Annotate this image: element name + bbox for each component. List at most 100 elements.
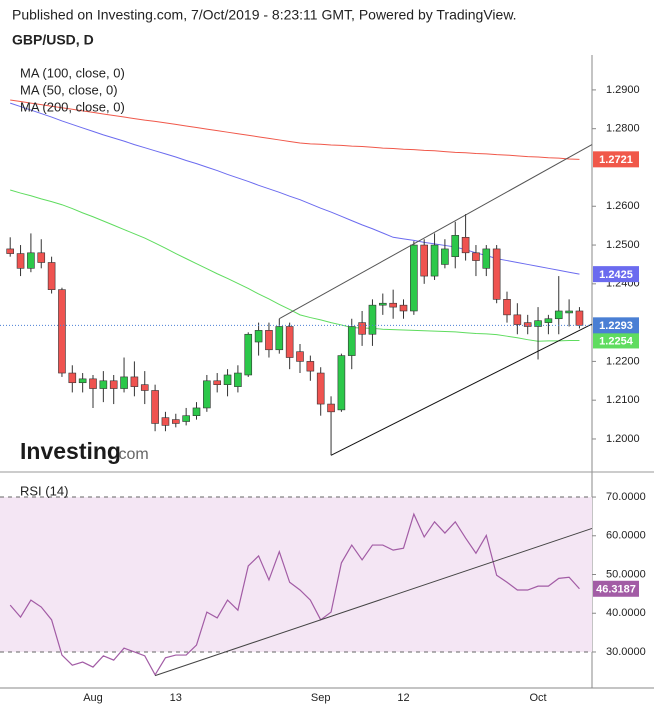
candle-body	[99, 380, 108, 389]
candle-body	[223, 374, 232, 385]
candle-body	[368, 304, 377, 335]
candle-body	[161, 417, 170, 426]
price-label-box	[593, 332, 639, 349]
candle-body	[265, 330, 273, 351]
candle-body	[399, 304, 408, 312]
price-label: 46.3187	[596, 584, 636, 596]
candle-body	[130, 376, 139, 387]
candle-body	[358, 322, 366, 335]
candle-body	[203, 380, 211, 409]
legend-entry: MA (50, close, 0)	[20, 82, 118, 97]
candle-body	[306, 361, 315, 372]
watermark-brand: Investing	[20, 438, 121, 464]
candle-body	[285, 326, 294, 358]
price-label-box	[593, 266, 639, 283]
candle-body	[151, 390, 159, 424]
candle-body	[492, 248, 501, 300]
candle-body	[482, 248, 491, 269]
candle-body	[182, 415, 190, 422]
x-tick-label: Aug	[83, 692, 103, 704]
candle-body	[430, 244, 439, 277]
candle-body	[565, 310, 573, 314]
x-tick-label: Oct	[529, 692, 546, 704]
rsi-line	[9, 512, 580, 677]
candle-body	[192, 407, 201, 417]
candle-body	[78, 378, 87, 384]
candle-body	[523, 322, 532, 327]
candle-body	[451, 235, 460, 257]
candle-body	[58, 289, 66, 374]
price-label: 1.2293	[599, 320, 633, 332]
y-tick-label: 30.0000	[606, 646, 646, 658]
candle-body	[172, 419, 180, 424]
price-label-box	[593, 580, 639, 597]
watermark-suffix: .com	[114, 446, 149, 463]
candle-body	[554, 310, 563, 320]
candle-body	[544, 318, 553, 323]
x-tick-label: 12	[397, 692, 409, 704]
candle-body	[213, 380, 221, 385]
candle-body	[461, 236, 470, 254]
candle-body	[420, 244, 429, 277]
y-tick-label: 1.2100	[606, 394, 640, 406]
price-label-box	[593, 151, 639, 168]
price-label-box	[593, 317, 639, 334]
candle-body	[6, 248, 14, 254]
legend-entry: MA (100, close, 0)	[20, 65, 125, 80]
y-tick-label: 1.2500	[606, 239, 640, 251]
y-tick-label: 60.0000	[606, 530, 646, 542]
pane-title: RSI (14)	[20, 483, 68, 498]
y-tick-label: 50.0000	[606, 568, 646, 580]
candle-body	[575, 310, 584, 326]
candle-body	[89, 378, 97, 389]
y-tick-label: 1.2200	[606, 355, 640, 367]
y-tick-label: 70.0000	[606, 491, 646, 503]
price-label: 1.2425	[599, 269, 633, 281]
rsi-band	[0, 497, 592, 652]
candle-body	[378, 302, 387, 306]
candle-body	[347, 326, 356, 356]
x-tick-label: Sep	[311, 692, 331, 704]
candle-body	[27, 252, 35, 269]
candle-body	[120, 376, 128, 389]
trendline	[279, 144, 593, 320]
candle-body	[389, 302, 397, 308]
candle-body	[140, 384, 149, 391]
candle-body	[534, 320, 542, 327]
legend-entry: MA (200, close, 0)	[20, 99, 125, 114]
candle-body	[472, 252, 480, 261]
candle-body	[16, 253, 25, 269]
candle-body	[109, 380, 118, 389]
candle-body	[254, 330, 263, 343]
candle-body	[316, 372, 325, 405]
trendline	[154, 527, 593, 677]
chart-title: GBP/USD, D	[12, 32, 94, 48]
trendline	[330, 323, 593, 456]
candle-body	[275, 326, 284, 351]
y-tick-label: 1.2600	[606, 200, 640, 212]
candle-body	[244, 333, 253, 376]
price-label: 1.2254	[599, 335, 634, 347]
candle-body	[327, 403, 335, 413]
moving-average	[10, 99, 580, 160]
y-tick-label: 1.2900	[606, 84, 640, 96]
moving-average	[10, 189, 580, 342]
candle-body	[234, 372, 242, 387]
candle-body	[441, 248, 449, 265]
candle-body	[47, 262, 56, 290]
y-tick-label: 1.2000	[606, 433, 640, 445]
candle-body	[296, 351, 304, 362]
candle-body	[503, 299, 511, 316]
header: Published on Investing.com, 7/Oct/2019 -…	[12, 7, 517, 23]
y-tick-label: 40.0000	[606, 607, 646, 619]
price-label: 1.2721	[599, 154, 633, 166]
x-tick-label: 13	[170, 692, 182, 704]
candle-body	[68, 372, 77, 384]
candle-body	[513, 314, 522, 325]
candle-body	[37, 252, 46, 263]
candle-body	[410, 244, 418, 312]
candle-body	[337, 355, 346, 411]
y-tick-label: 1.2800	[606, 123, 640, 135]
